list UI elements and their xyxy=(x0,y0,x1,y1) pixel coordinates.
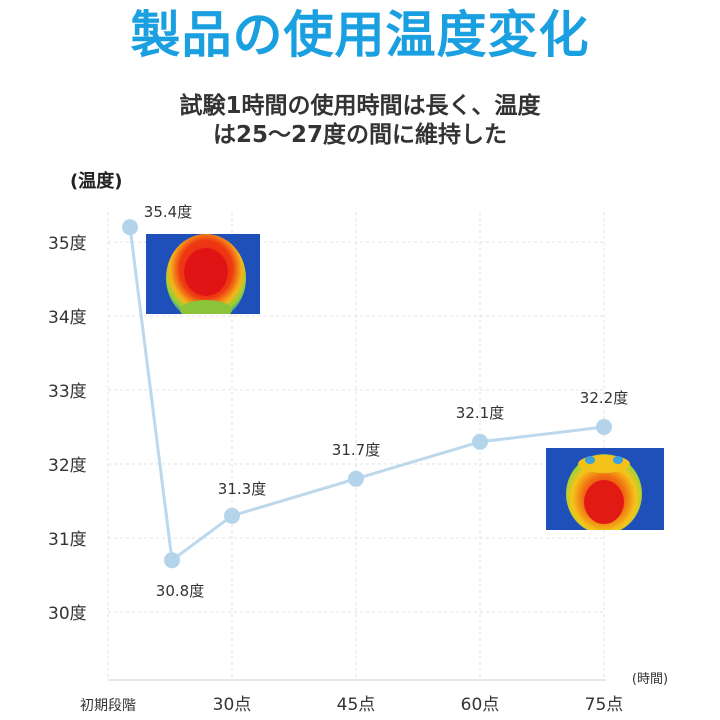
data-label: 30.8度 xyxy=(156,582,204,600)
x-axis-label: (時間) xyxy=(632,672,668,687)
page-title: 製品の使用温度変化 xyxy=(130,6,590,64)
y-tick-label: 33度 xyxy=(48,382,87,402)
subtitle-line-2: は25～27度の間に維持した xyxy=(212,122,507,148)
series-line xyxy=(128,227,605,562)
y-tick-label: 34度 xyxy=(48,308,87,328)
x-tick-label: 60点 xyxy=(461,695,500,715)
data-label: 32.1度 xyxy=(456,404,504,422)
subtitle-line-1: 試験1時間の使用時間は長く、温度 xyxy=(179,93,541,119)
data-point xyxy=(472,433,488,450)
data-point xyxy=(224,507,240,524)
y-tick-label: 30度 xyxy=(48,604,87,624)
y-axis-label: (温度) xyxy=(70,170,122,192)
subtitle: 試験1時間の使用時間は長く、温度 は25～27度の間に維持した xyxy=(0,92,720,150)
x-tick-label: 30点 xyxy=(213,695,252,715)
data-point xyxy=(122,219,138,236)
y-tick-label: 31度 xyxy=(48,530,87,550)
thermal-image-start xyxy=(146,234,260,322)
data-point xyxy=(596,419,612,435)
data-point xyxy=(164,552,180,569)
data-label: 31.3度 xyxy=(218,480,266,498)
x-tick-label: 初期段階 xyxy=(80,697,136,714)
data-label: 35.4度 xyxy=(144,203,192,221)
x-tick-label: 75点 xyxy=(585,695,624,715)
x-tick-label: 45点 xyxy=(337,695,376,715)
thermal-image-end xyxy=(546,448,664,534)
data-label: 32.2度 xyxy=(580,389,628,407)
data-label: 31.7度 xyxy=(332,441,380,459)
y-tick-label: 35度 xyxy=(48,234,87,254)
y-tick-label: 32度 xyxy=(48,456,87,476)
data-point xyxy=(348,470,364,487)
